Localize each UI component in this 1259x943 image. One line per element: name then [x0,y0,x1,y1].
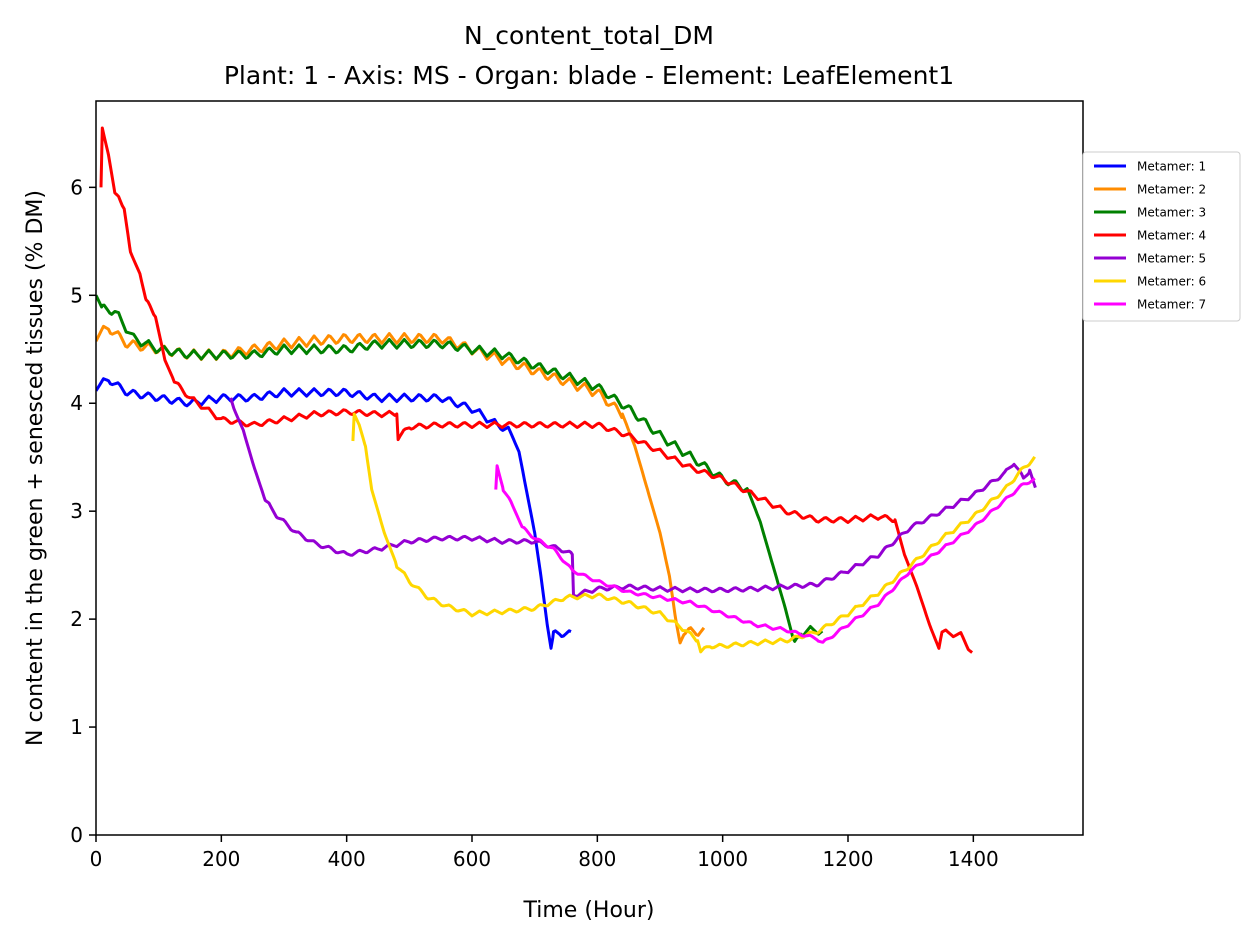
legend-label-metamer-4: Metamer: 4 [1137,229,1206,243]
series-line-metamer-3 [96,294,824,643]
legend-label-metamer-1: Metamer: 1 [1137,160,1206,174]
chart-subtitle: Plant: 1 - Axis: MS - Organ: blade - Ele… [224,61,954,90]
x-tick-label: 0 [90,847,103,871]
x-tick-label: 800 [578,847,616,871]
series-line-metamer-4 [99,126,974,654]
series-line-metamer-7 [494,464,1036,644]
plot-frame [95,100,1084,836]
y-tick-label: 4 [70,391,83,415]
series-line-metamer-2 [96,324,706,645]
x-tick-label: 400 [328,847,366,871]
legend-label-metamer-7: Metamer: 7 [1137,298,1206,312]
legend-label-metamer-5: Metamer: 5 [1137,252,1206,266]
legend: Metamer: 1 Metamer: 2 Metamer: 3 Metamer: 4… [1082,151,1241,322]
chart-title: N_content_total_DM [464,21,714,50]
x-axis-label: Time (Hour) [523,898,655,923]
y-tick-label: 1 [70,715,83,739]
series-layer [96,126,1037,654]
x-tick-label: 200 [202,847,240,871]
legend-label-metamer-6: Metamer: 6 [1137,275,1206,289]
y-axis-label: N content in the green + senesced tissue… [23,190,48,746]
x-tick-label: 1400 [948,847,999,871]
series-line-metamer-5 [229,397,1037,598]
legend-label-metamer-3: Metamer: 3 [1137,206,1206,220]
series-line-metamer-6 [351,412,1036,654]
y-tick-label: 3 [70,499,83,523]
y-tick-label: 6 [70,175,83,199]
series-line-metamer-1 [96,377,572,650]
legend-frame [1082,151,1241,322]
x-tick-label: 1000 [697,847,748,871]
y-tick-label: 2 [70,607,83,631]
y-tick-label: 0 [70,823,83,847]
legend-label-metamer-2: Metamer: 2 [1137,183,1206,197]
y-axis: 0 1 2 3 4 5 6 [70,175,96,847]
x-axis: 0 200 400 600 800 1000 1200 1400 [90,835,999,871]
x-tick-label: 1200 [823,847,874,871]
y-tick-label: 5 [70,283,83,307]
x-tick-label: 600 [453,847,491,871]
